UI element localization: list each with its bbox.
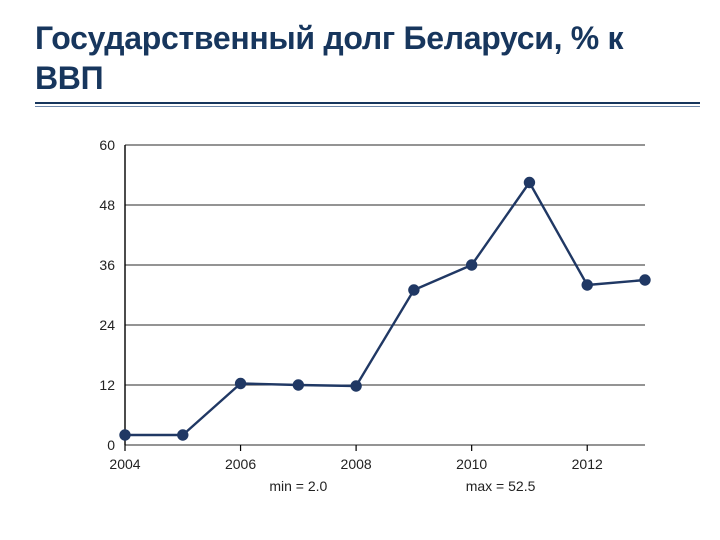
footnote-max: max = 52.5 [466, 478, 536, 494]
data-series [120, 177, 650, 440]
chart-footnotes: min = 2.0 max = 52.5 [269, 478, 535, 494]
y-tick-label: 36 [99, 257, 115, 273]
x-axis: 2004 2006 2008 2010 2012 [109, 445, 603, 472]
x-tick-label: 2004 [109, 456, 140, 472]
y-tick-label: 48 [99, 197, 115, 213]
x-tick-label: 2010 [456, 456, 487, 472]
chart-svg: 0 12 24 36 48 60 2004 2006 2008 2010 2012 min = 2… [70, 135, 660, 515]
y-tick-label: 12 [99, 377, 115, 393]
page-title: Государственный долг Беларуси, % к ВВП [35, 18, 700, 98]
x-tick-label: 2008 [341, 456, 372, 472]
chart-gridlines [125, 145, 645, 445]
debt-chart: 0 12 24 36 48 60 2004 2006 2008 2010 2012 min = 2… [70, 135, 660, 515]
y-axis: 0 12 24 36 48 60 [99, 137, 125, 453]
y-tick-label: 0 [107, 437, 115, 453]
title-wrap: Государственный долг Беларуси, % к ВВП [35, 18, 700, 98]
title-underline [35, 102, 700, 107]
x-tick-label: 2006 [225, 456, 256, 472]
y-tick-label: 24 [99, 317, 115, 333]
footnote-min: min = 2.0 [269, 478, 327, 494]
slide: Государственный долг Беларуси, % к ВВП 0… [0, 0, 720, 540]
y-tick-label: 60 [99, 137, 115, 153]
x-tick-label: 2012 [572, 456, 603, 472]
